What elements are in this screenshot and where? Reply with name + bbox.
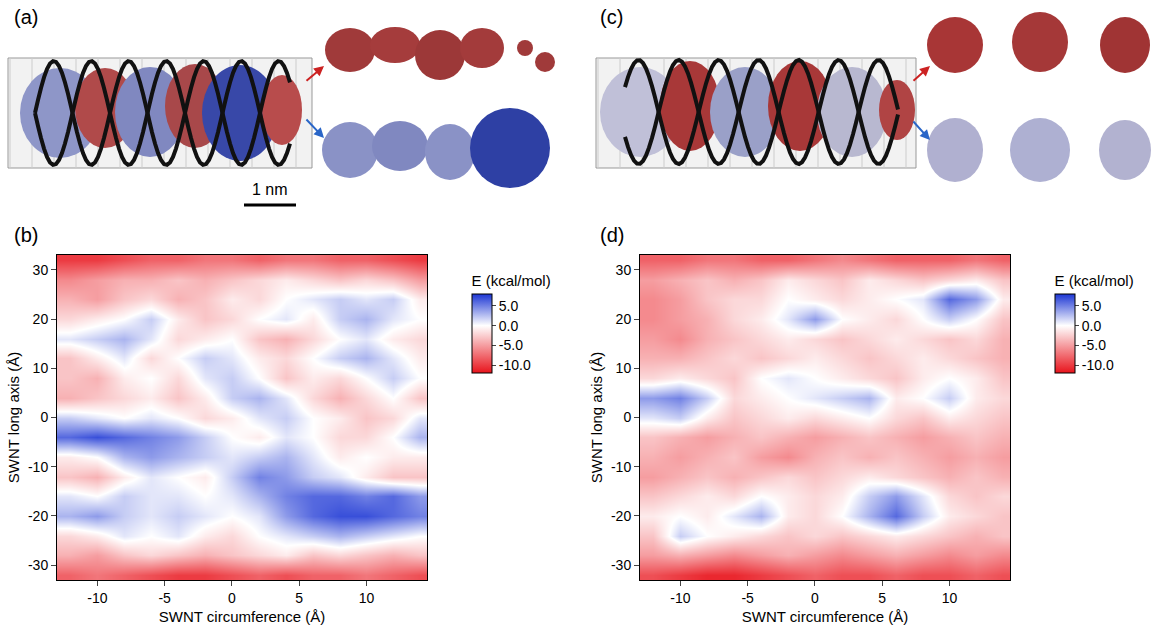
svg-text:5: 5 (878, 590, 886, 606)
svg-text:5: 5 (295, 590, 303, 606)
svg-text:-10.0: -10.0 (499, 357, 531, 373)
svg-text:E (kcal/mol): E (kcal/mol) (1055, 272, 1134, 289)
svg-text:10: 10 (616, 360, 632, 376)
svg-text:20: 20 (616, 311, 632, 327)
svg-text:10: 10 (359, 590, 375, 606)
svg-text:5.0: 5.0 (1082, 298, 1102, 314)
svg-text:(c): (c) (600, 6, 623, 28)
svg-text:-20: -20 (611, 508, 631, 524)
svg-text:SWNT circumference (Å): SWNT circumference (Å) (742, 608, 908, 625)
svg-text:-5.0: -5.0 (499, 337, 523, 353)
svg-text:-5: -5 (158, 590, 171, 606)
svg-text:-30: -30 (611, 557, 631, 573)
svg-text:-5: -5 (741, 590, 754, 606)
svg-text:30: 30 (616, 262, 632, 278)
svg-text:-30: -30 (28, 557, 48, 573)
svg-text:5.0: 5.0 (499, 298, 519, 314)
svg-text:SWNT circumference (Å): SWNT circumference (Å) (159, 608, 325, 625)
svg-text:0: 0 (40, 409, 48, 425)
svg-text:E (kcal/mol): E (kcal/mol) (472, 272, 551, 289)
svg-text:1 nm: 1 nm (252, 181, 288, 198)
svg-text:-10: -10 (28, 459, 48, 475)
svg-text:-10: -10 (87, 590, 107, 606)
svg-text:SWNT long axis (Å): SWNT long axis (Å) (5, 352, 22, 483)
svg-text:-20: -20 (28, 508, 48, 524)
svg-text:30: 30 (33, 262, 49, 278)
svg-text:(d): (d) (600, 224, 624, 246)
svg-text:-5.0: -5.0 (1082, 337, 1106, 353)
svg-text:0.0: 0.0 (499, 318, 519, 334)
svg-text:SWNT long axis (Å): SWNT long axis (Å) (588, 352, 605, 483)
svg-text:0: 0 (623, 409, 631, 425)
svg-text:0.0: 0.0 (1082, 318, 1102, 334)
svg-text:(b): (b) (14, 224, 38, 246)
svg-text:(a): (a) (14, 6, 38, 28)
svg-text:0: 0 (811, 590, 819, 606)
svg-text:-10: -10 (670, 590, 690, 606)
svg-text:10: 10 (942, 590, 958, 606)
svg-text:0: 0 (228, 590, 236, 606)
svg-text:-10: -10 (611, 459, 631, 475)
svg-text:10: 10 (33, 360, 49, 376)
svg-text:20: 20 (33, 311, 49, 327)
svg-text:-10.0: -10.0 (1082, 357, 1114, 373)
